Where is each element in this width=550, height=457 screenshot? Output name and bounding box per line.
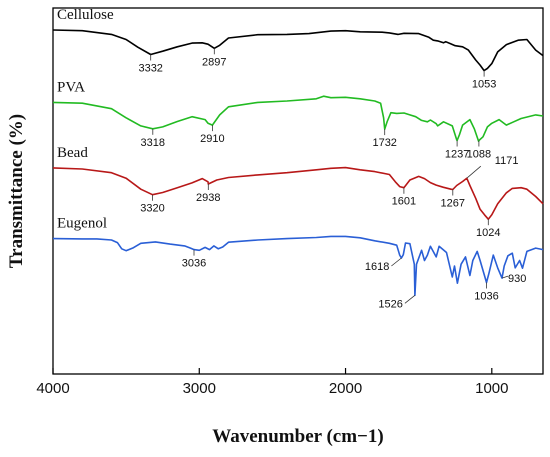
annotation-1267: 1267: [441, 198, 465, 210]
series-label-cellulose: Cellulose: [57, 7, 114, 23]
annotation-leader-1526: [404, 294, 416, 304]
annotation-1601: 1601: [392, 196, 416, 208]
plot-frame: [52, 7, 544, 375]
annotation-1618: 1618: [365, 261, 389, 273]
annotation-1088: 1088: [467, 149, 491, 161]
series-line-cellulose: [52, 29, 544, 72]
x-axis-title: Wavenumber (cm−1): [212, 426, 383, 447]
annotation-3332: 3332: [138, 63, 162, 75]
annotation-2897: 2897: [202, 56, 226, 68]
annotation-1036: 1036: [474, 291, 498, 303]
series-line-bead: [52, 166, 544, 220]
annotation-930: 930: [508, 273, 526, 285]
series-line-pva: [52, 95, 544, 142]
annotation-2910: 2910: [200, 133, 224, 145]
series-label-pva: PVA: [57, 79, 85, 95]
annotation-leader-1171: [466, 165, 482, 179]
series-line-eugenol: [52, 235, 544, 297]
annotation-3318: 3318: [141, 137, 165, 149]
annotation-3320: 3320: [140, 203, 164, 215]
annotation-3036: 3036: [182, 258, 206, 270]
x-axis-ticks: 4000 3000 2000 1000: [36, 368, 508, 397]
annotation-1732: 1732: [372, 137, 396, 149]
annotation-1053: 1053: [472, 79, 496, 91]
annotation-leader-930: [501, 275, 509, 279]
series-label-bead: Bead: [57, 145, 88, 161]
x-tick-label-3000: 3000: [183, 380, 216, 397]
annotation-1237: 1237: [445, 149, 469, 161]
x-tick-label-1000: 1000: [475, 380, 508, 397]
y-axis-title: Transmittance (%): [6, 114, 27, 268]
x-tick-label-2000: 2000: [329, 380, 362, 397]
annotation-leader-1618: [391, 257, 402, 267]
annotation-2938: 2938: [196, 192, 220, 204]
annotation-1171: 1171: [495, 155, 519, 167]
annotation-1024: 1024: [476, 227, 500, 239]
series-label-eugenol: Eugenol: [57, 216, 107, 232]
annotation-1526: 1526: [378, 298, 402, 310]
x-tick-label-4000: 4000: [36, 380, 69, 397]
